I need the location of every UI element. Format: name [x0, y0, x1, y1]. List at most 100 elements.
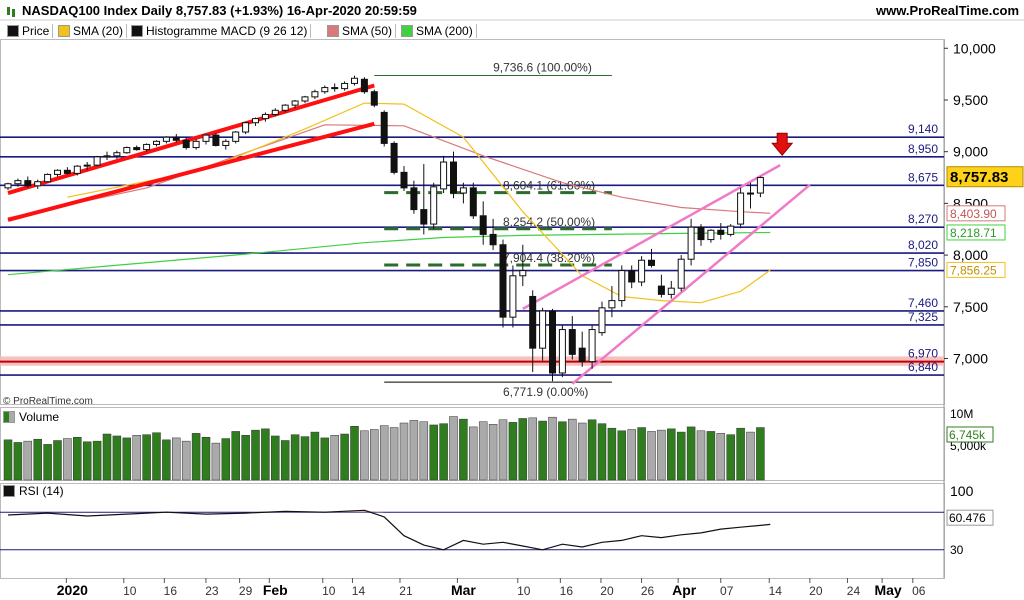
level-label: 8,270	[908, 212, 938, 226]
candle-body	[400, 171, 408, 189]
volume-bar	[597, 423, 607, 481]
chart-title: NASDAQ100 Index Daily 8,757.83 (+1.93%) …	[22, 3, 417, 18]
rsi-panel-label[interactable]: RSI (14)	[3, 484, 64, 498]
volume-bar	[706, 431, 716, 481]
volume-bar	[498, 419, 508, 481]
volume-bar	[152, 432, 161, 481]
volume-bar	[290, 434, 300, 481]
candle-body	[83, 164, 91, 167]
volume-bar	[459, 418, 468, 481]
rsi-axis-label: 100	[950, 483, 974, 499]
legend-sma50[interactable]: SMA (50)	[322, 22, 397, 39]
down-arrow-icon	[771, 132, 794, 156]
volume-bar	[13, 442, 23, 481]
candle-body	[222, 140, 230, 146]
date-tick-label: 10	[322, 584, 336, 598]
candle-body	[44, 173, 52, 183]
volume-bar	[221, 438, 231, 481]
candle-body	[648, 259, 655, 266]
candle-body	[202, 134, 210, 142]
volume-bar	[538, 420, 547, 481]
price-tag-label: 7,856.25	[950, 263, 997, 277]
candle-body	[657, 285, 665, 295]
volume-bar	[429, 424, 438, 481]
candle-body	[539, 310, 547, 349]
price-tick-label: 9,000	[953, 144, 988, 160]
candle-body	[479, 215, 487, 235]
candle-body	[301, 96, 309, 102]
level-label: 7,460	[908, 296, 938, 310]
header-band	[0, 0, 1024, 20]
volume-bar	[399, 422, 409, 481]
rsi-line	[7, 509, 771, 551]
volume-bar	[676, 431, 686, 481]
volume-bar	[211, 442, 221, 481]
red-trendline-upper	[7, 83, 375, 195]
date-tick-label: 06	[912, 584, 926, 598]
candle-body	[113, 152, 121, 157]
candle-body	[608, 300, 616, 309]
legend-price[interactable]: Price	[2, 22, 54, 39]
volume-bar	[518, 418, 528, 481]
volume-bar	[736, 427, 745, 481]
volume-bar	[191, 433, 201, 481]
sma20-swatch-icon	[58, 24, 70, 37]
volume-bar	[310, 431, 320, 481]
volume-bar	[241, 435, 250, 481]
volume-bar	[3, 439, 13, 481]
candle-body	[212, 134, 220, 146]
candle-body	[558, 329, 566, 374]
volume-bar	[617, 430, 627, 481]
volume-bar	[231, 431, 240, 481]
date-tick-label: May	[874, 582, 901, 598]
date-tick-label: 20	[600, 584, 614, 598]
legend-sma20[interactable]: SMA (20)	[53, 22, 128, 39]
candle-body	[252, 118, 259, 124]
price-tick-label: 7,500	[953, 299, 988, 315]
price-swatch-icon	[7, 24, 19, 37]
volume-tag-label: 6,745k	[949, 428, 986, 442]
date-tick-label: Feb	[263, 582, 288, 598]
candle-body	[410, 187, 418, 211]
candle-body	[291, 100, 299, 106]
fib-label: 8,604.1 (61.80%)	[503, 179, 595, 193]
candle-body	[420, 209, 428, 225]
candle-body	[727, 225, 735, 235]
legend-sma200[interactable]: SMA (200)	[396, 22, 477, 39]
legend-label-sma200: SMA (200)	[416, 23, 473, 38]
candle-body	[747, 192, 754, 195]
candle-body	[133, 147, 141, 151]
volume-bar	[63, 438, 72, 481]
sma20-line	[67, 102, 771, 304]
volume-bar	[82, 441, 92, 481]
volume-bar	[23, 440, 33, 481]
volume-bar	[389, 427, 399, 481]
date-tick-label: Mar	[451, 582, 476, 598]
date-tick-label: 26	[641, 584, 655, 598]
price-tag-box	[946, 166, 1024, 188]
date-tick-label: 14	[352, 584, 366, 598]
site-label: www.ProRealTime.com	[876, 3, 1020, 18]
candle-body	[578, 347, 586, 363]
volume-bar	[577, 422, 587, 481]
candle-body	[737, 192, 745, 225]
volume-bar	[162, 439, 171, 481]
macd-swatch-icon	[131, 24, 143, 37]
candle-body	[489, 233, 497, 246]
candle-body	[311, 91, 319, 98]
candle-body	[390, 142, 398, 173]
candle-body	[450, 161, 457, 194]
volume-bar	[350, 425, 359, 481]
candle-body	[4, 183, 12, 189]
rsi-axis-label: 30	[950, 543, 964, 557]
candle-body	[172, 136, 180, 141]
rsi-tag-box	[946, 509, 994, 526]
volume-bar	[122, 437, 132, 481]
rsi-tag-label: 60.476	[949, 511, 986, 525]
candle-body	[529, 295, 537, 349]
candle-body	[667, 287, 675, 295]
legend-macd[interactable]: Histogramme MACD (9 26 12)	[126, 22, 312, 39]
volume-bar	[716, 433, 726, 481]
volume-panel-label[interactable]: Volume	[3, 410, 59, 424]
candle-body	[103, 155, 111, 158]
